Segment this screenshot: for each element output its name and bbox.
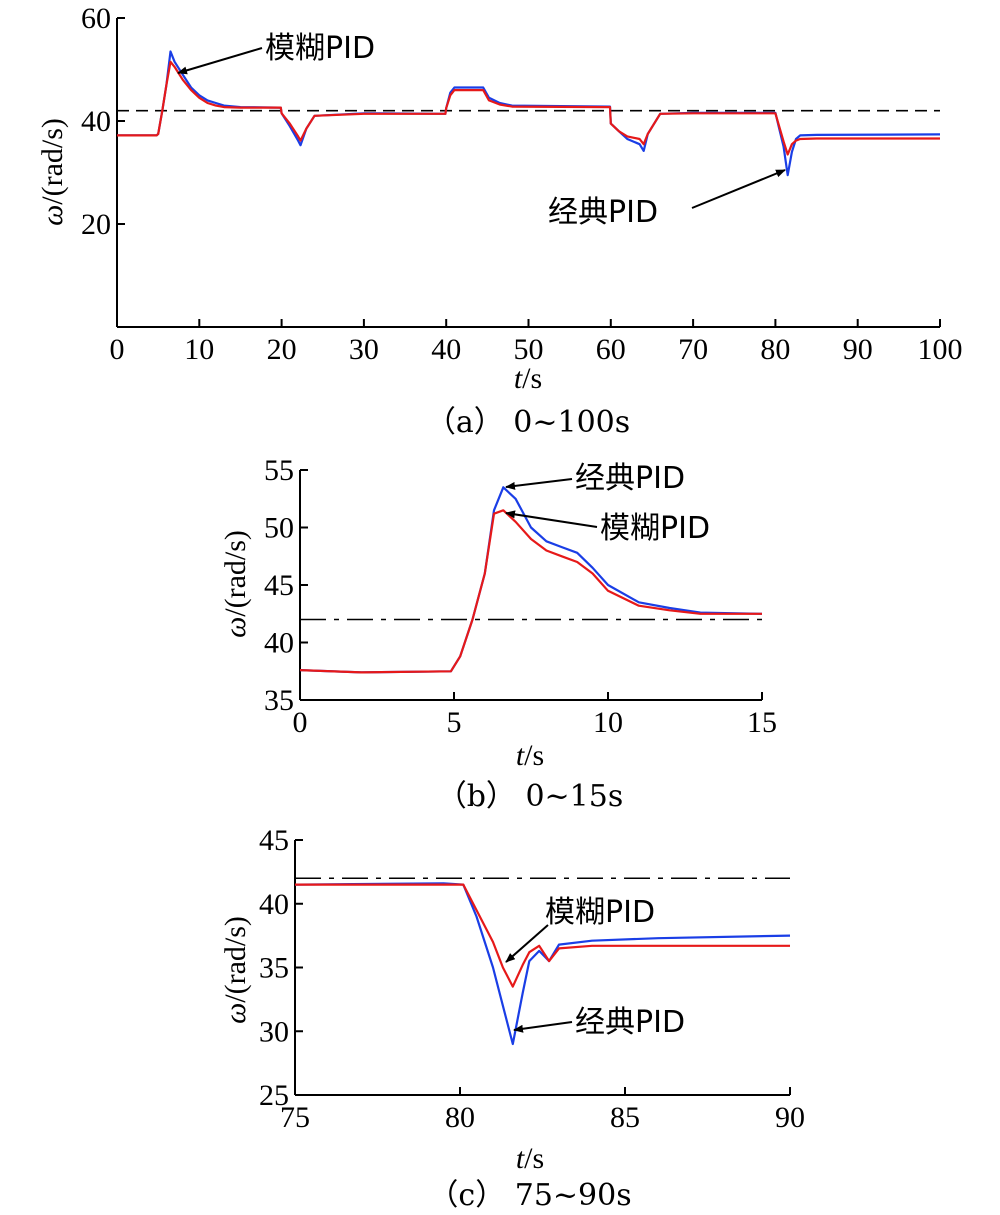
panel-a-caption: （a） 0~100s bbox=[426, 405, 630, 440]
panel-b-xlabel: t/s bbox=[516, 739, 544, 772]
panel-a-x-tick-label: 0 bbox=[110, 333, 125, 366]
panel-a-annotation-classic: 经典PID bbox=[548, 195, 658, 230]
panel-a-y-tick-label: 60 bbox=[81, 2, 111, 35]
panel-a-x-tick-label: 100 bbox=[918, 333, 963, 366]
panel-a-x-tick-label: 90 bbox=[843, 333, 873, 366]
panel-c-x-tick-label: 80 bbox=[445, 1101, 475, 1134]
panel-a-x-tick-label: 50 bbox=[514, 333, 544, 366]
panel-b-caption: （b） 0~15s bbox=[437, 779, 624, 814]
panel-b-x-tick-label: 5 bbox=[447, 706, 462, 739]
panel-b-ylabel: ω/(rad/s) bbox=[219, 530, 252, 638]
panel-a-x-tick-label: 20 bbox=[267, 333, 297, 366]
panel-c: 75 80 85 90 25 30 35 40 45 模糊PID 经典PID t/s ω/(ra… bbox=[219, 824, 805, 1213]
panel-b-y-tick-label: 50 bbox=[264, 512, 294, 545]
panel-b: 0 5 10 15 35 40 45 50 55 经典PID 模糊PID t/s ω/(rad/… bbox=[219, 454, 777, 814]
panel-b-arrow-fuzzy bbox=[505, 510, 598, 528]
panel-c-series-classic-pid bbox=[294, 882, 791, 1046]
panel-a-annotation-fuzzy: 模糊PID bbox=[265, 31, 375, 66]
panel-c-annotation-classic: 经典PID bbox=[575, 1005, 685, 1040]
panel-a-y-tick-label: 40 bbox=[81, 105, 111, 138]
panel-b-y-tick-label: 55 bbox=[264, 454, 294, 487]
panel-c-y-tick-label: 25 bbox=[259, 1079, 289, 1112]
panel-c-ylabel: ω/(rad/s) bbox=[219, 916, 252, 1024]
panel-b-y-tick-label: 40 bbox=[264, 627, 294, 660]
panel-a-series-fuzzy-pid bbox=[117, 60, 940, 156]
panel-c-y-tick-label: 35 bbox=[259, 952, 289, 985]
panel-c-arrow-fuzzy bbox=[505, 924, 549, 963]
panel-a-x-tick-label: 40 bbox=[431, 333, 461, 366]
panel-a-x-tick-label: 30 bbox=[349, 333, 379, 366]
panel-c-xlabel: t/s bbox=[516, 1142, 544, 1175]
panel-b-y-tick-label: 45 bbox=[264, 569, 294, 602]
panel-c-x-tick-label: 85 bbox=[610, 1101, 640, 1134]
panel-c-x-tick-label: 75 bbox=[280, 1101, 310, 1134]
panel-c-annotation-fuzzy: 模糊PID bbox=[545, 895, 655, 930]
panel-a-series-classic-pid bbox=[117, 50, 941, 177]
panel-a-x-tick-label: 60 bbox=[596, 333, 626, 366]
panel-b-series-fuzzy-pid bbox=[299, 509, 762, 674]
panel-a-ylabel: ω/(rad/s) bbox=[36, 118, 69, 226]
panel-b-x-tick-label: 10 bbox=[593, 706, 623, 739]
panel-c-y-tick-label: 40 bbox=[259, 888, 289, 921]
panel-c-x-tick-label: 90 bbox=[775, 1101, 805, 1134]
panel-a-plot: 0 10 20 30 40 50 60 70 80 90 100 20 40 60 bbox=[81, 2, 963, 366]
panel-a-x-tick-label: 10 bbox=[184, 333, 214, 366]
panel-a: 0 10 20 30 40 50 60 70 80 90 100 20 40 60 模糊PID 经典PID… bbox=[36, 2, 963, 440]
panel-c-series-fuzzy-pid bbox=[295, 883, 790, 988]
panel-b-y-tick-label: 35 bbox=[264, 684, 294, 717]
panel-b-annotation-classic: 经典PID bbox=[575, 461, 685, 496]
panel-c-plot: 75 80 85 90 25 30 35 40 45 bbox=[259, 824, 805, 1134]
panel-b-x-tick-label: 0 bbox=[293, 706, 308, 739]
panel-a-xlabel: t/s bbox=[514, 362, 542, 395]
panel-c-y-tick-label: 30 bbox=[259, 1015, 289, 1048]
panel-a-x-tick-label: 70 bbox=[678, 333, 708, 366]
panel-c-arrow-classic bbox=[513, 1021, 573, 1033]
panel-a-arrow-fuzzy bbox=[177, 47, 263, 75]
panel-a-x-tick-label: 80 bbox=[760, 333, 790, 366]
panel-a-y-tick-label: 20 bbox=[81, 208, 111, 241]
panel-b-annotation-fuzzy: 模糊PID bbox=[600, 511, 710, 546]
panel-b-plot: 0 5 10 15 35 40 45 50 55 bbox=[264, 454, 777, 739]
panel-c-caption: （c） 75~90s bbox=[428, 1178, 631, 1213]
panel-c-y-tick-label: 45 bbox=[259, 824, 289, 857]
panel-a-arrow-classic bbox=[691, 169, 786, 209]
panel-b-arrow-classic bbox=[505, 478, 573, 490]
panel-b-x-tick-label: 15 bbox=[747, 706, 777, 739]
